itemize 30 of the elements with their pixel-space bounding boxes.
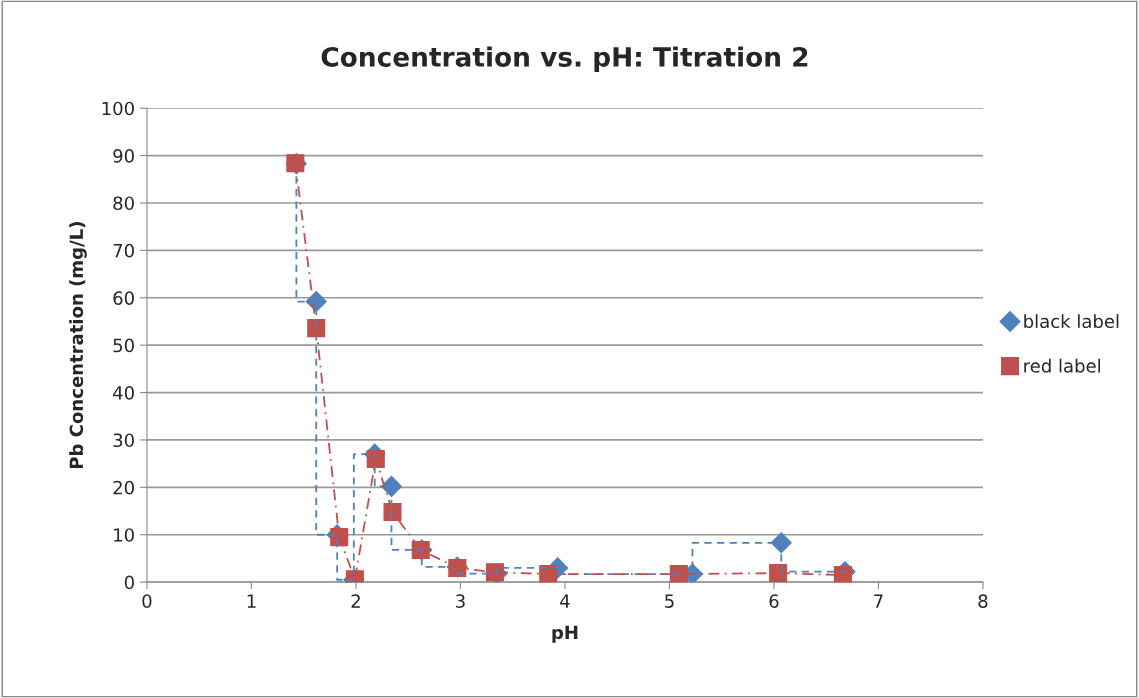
x-tick-label: 6 <box>769 594 779 608</box>
y-tick-label: 50 <box>113 338 134 353</box>
y-tick-label: 70 <box>113 243 134 258</box>
y-tick-label: 40 <box>113 386 134 400</box>
y-tick-label: 20 <box>113 480 134 495</box>
y-tick-label: 80 <box>113 196 134 211</box>
point <box>305 291 327 313</box>
y-tick-label: 100 <box>102 101 134 116</box>
y-axis-title: Pb Concentration (mg/L) <box>69 222 87 469</box>
x-tick-label: 2 <box>351 594 360 608</box>
legend-label: red label <box>1024 358 1100 373</box>
y-tick-label: 0 <box>124 575 134 590</box>
legend-label: black label <box>1024 314 1119 329</box>
x-tick-label: 0 <box>142 594 152 608</box>
chart-title: Concentration vs. pH: Titration 2 <box>321 46 808 73</box>
y-tick-label: 90 <box>113 149 134 163</box>
x-axis-title: pH <box>552 625 578 643</box>
x-tick-label: 4 <box>560 594 570 608</box>
point <box>769 564 788 583</box>
x-tick-label: 7 <box>874 594 883 608</box>
y-tick-label: 30 <box>113 433 134 448</box>
y-tick-label: 10 <box>114 528 134 542</box>
y-tick-label: 60 <box>113 291 134 305</box>
point <box>770 532 792 554</box>
x-tick-label: 8 <box>978 594 988 608</box>
point <box>383 502 402 522</box>
x-tick-label: 5 <box>665 594 674 608</box>
point <box>669 565 688 583</box>
x-tick-label: 3 <box>456 594 465 608</box>
x-tick-label: 1 <box>247 594 256 608</box>
